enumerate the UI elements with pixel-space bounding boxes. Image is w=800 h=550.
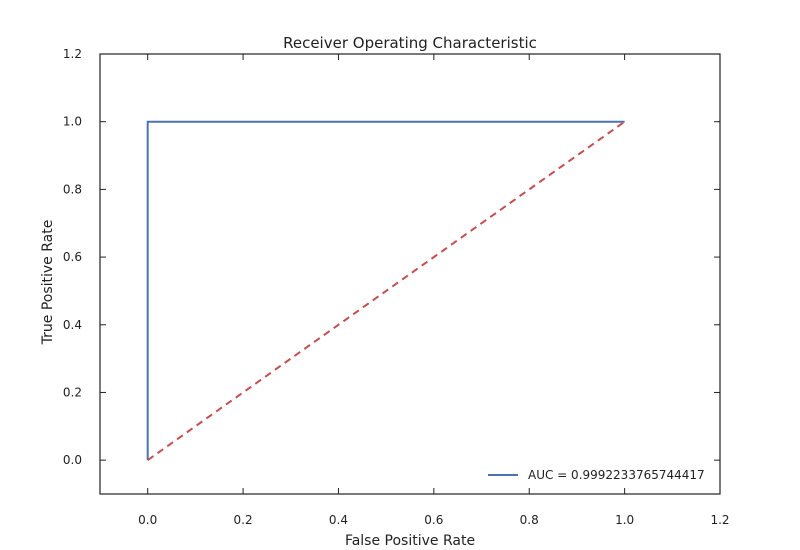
x-tick-label: 0.8 [520, 513, 539, 527]
y-tick-label: 1.0 [63, 115, 82, 129]
x-tick-label: 1.2 [710, 513, 729, 527]
plot-area: 0.0 0.2 0.4 0.6 0.8 1.0 1.2 0.0 0.2 0.4 0.6 0.8 1.0 1… [63, 47, 730, 527]
chance-diagonal-line [147, 120, 626, 461]
x-tick-label: 0.4 [329, 513, 348, 527]
y-tick-label: 0.8 [63, 182, 82, 196]
x-tick-label: 0.2 [234, 513, 253, 527]
x-tick-label: 0.6 [424, 513, 443, 527]
x-tick-label: 0.0 [138, 513, 157, 527]
roc-curve-line [146, 120, 625, 461]
legend-label: AUC = 0.9992233765744417 [528, 468, 705, 482]
y-tick-label: 0.2 [63, 385, 82, 399]
chart-title: Receiver Operating Characteristic [283, 34, 537, 52]
y-tick-label: 1.2 [63, 47, 82, 61]
x-tick-label: 1.0 [615, 513, 634, 527]
plot-frame [99, 53, 721, 495]
x-axis-label: False Positive Rate [345, 533, 475, 549]
y-tick-label: 0.6 [63, 250, 82, 264]
y-tick-label: 0.4 [63, 318, 82, 332]
y-tick-label: 0.0 [63, 453, 82, 467]
y-axis-label: True Positive Rate [40, 220, 56, 346]
